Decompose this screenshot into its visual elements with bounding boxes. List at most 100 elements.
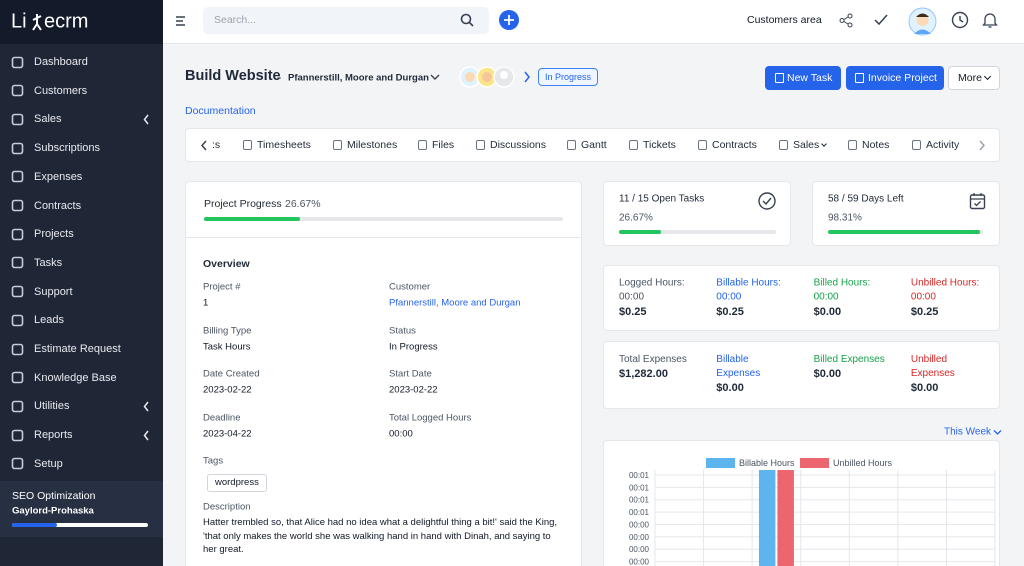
- y-tick-label: 00:00: [629, 545, 650, 554]
- members-arrow[interactable]: [523, 71, 531, 83]
- header-button[interactable]: Invoice Project: [846, 66, 944, 90]
- menu-toggle[interactable]: [175, 15, 187, 27]
- hours-time: 00:00: [619, 291, 645, 303]
- menu-item[interactable]: Setup: [34, 457, 63, 470]
- logo-icon: [32, 14, 42, 31]
- progress-bar-fill: [204, 217, 300, 221]
- tab[interactable]: Contracts: [712, 139, 757, 151]
- menu-icon[interactable]: [11, 256, 24, 269]
- y-tick-label: 00:00: [629, 558, 650, 566]
- progress-bar-track: [204, 217, 563, 221]
- tab[interactable]: Gantt: [581, 139, 607, 151]
- button-icon: [855, 73, 864, 83]
- menu-item[interactable]: Estimate Request: [34, 343, 121, 355]
- progress-label: Project Progress: [204, 198, 282, 210]
- menu-item[interactable]: Support: [34, 285, 73, 298]
- menu-item[interactable]: Expenses: [34, 170, 83, 183]
- menu-item[interactable]: Utilities: [34, 400, 70, 413]
- menu-item[interactable]: Tasks: [34, 256, 63, 269]
- timer-icon[interactable]: [951, 11, 969, 29]
- documentation-link[interactable]: Documentation: [185, 105, 256, 117]
- user-avatar[interactable]: [908, 7, 937, 36]
- tabs-scroll-left[interactable]: [200, 140, 208, 151]
- sidebar-logo-area: [0, 0, 163, 44]
- progress-percent: 26.67%: [285, 198, 321, 210]
- menu-icon[interactable]: [11, 170, 24, 183]
- notifications-icon[interactable]: [982, 11, 998, 29]
- menu-item[interactable]: Dashboard: [34, 56, 88, 68]
- menu-icon[interactable]: [11, 142, 24, 155]
- field-label: Start Date: [389, 368, 432, 380]
- menu-icon[interactable]: [11, 457, 24, 470]
- calendar-icon: [969, 193, 986, 210]
- menu-item[interactable]: Customers: [34, 84, 88, 97]
- period-selector[interactable]: This Week: [944, 426, 992, 438]
- menu-item[interactable]: Subscriptions: [34, 142, 101, 155]
- tab[interactable]: Discussions: [490, 139, 547, 151]
- hours-amount: $0.25: [910, 306, 939, 318]
- logo-text: ecrm: [44, 10, 89, 33]
- field-value: Task Hours: [203, 341, 251, 353]
- check-icon[interactable]: [874, 14, 888, 26]
- menu-icon[interactable]: [11, 371, 24, 384]
- header-button[interactable]: More: [948, 66, 1000, 90]
- tab[interactable]: Files: [432, 139, 455, 151]
- period-caret[interactable]: [993, 429, 1002, 436]
- stat-bar-track: [619, 230, 776, 234]
- field-value: 2023-02-22: [389, 384, 438, 396]
- menu-icon[interactable]: [11, 84, 24, 97]
- tab[interactable]: Activity: [926, 139, 960, 151]
- menu-icon[interactable]: [11, 343, 24, 356]
- menu-icon[interactable]: [11, 199, 24, 212]
- field-value[interactable]: Pfannerstill, Moore and Durgan: [389, 297, 521, 309]
- submenu-caret[interactable]: [143, 429, 150, 442]
- menu-item[interactable]: Projects: [34, 228, 74, 241]
- share-icon[interactable]: [839, 13, 854, 28]
- menu-item[interactable]: Knowledge Base: [34, 371, 117, 384]
- tab[interactable]: Timesheets: [257, 139, 311, 151]
- submenu-caret[interactable]: [143, 400, 150, 413]
- tab[interactable]: Milestones: [347, 139, 398, 151]
- button-icon: [775, 73, 784, 83]
- menu-icon[interactable]: [11, 228, 24, 241]
- tab[interactable]: Notes: [862, 139, 890, 151]
- menu-icon[interactable]: [11, 56, 24, 69]
- customers-area-link[interactable]: Customers area: [747, 14, 822, 26]
- pinned-project-name[interactable]: SEO Optimization: [12, 490, 96, 502]
- legend-swatch: [800, 458, 829, 468]
- y-tick-label: 00:01: [629, 483, 650, 492]
- hours-amount: $0.25: [619, 306, 647, 318]
- menu-item[interactable]: Contracts: [34, 199, 82, 212]
- sidebar-project-area: [0, 481, 163, 537]
- tasks-card: [603, 181, 791, 246]
- menu-icon[interactable]: [11, 113, 24, 126]
- menu-icon[interactable]: [11, 285, 24, 298]
- field-label: Total Logged Hours: [389, 412, 472, 424]
- tag: wordpress: [207, 474, 267, 492]
- hours-label: Logged Hours:: [619, 277, 685, 289]
- project-client[interactable]: Pfannerstill, Moore and Durgan: [288, 72, 429, 84]
- tab-icon: [779, 140, 788, 150]
- tab[interactable]: :s: [212, 139, 221, 151]
- search-box[interactable]: [203, 7, 489, 34]
- tabs-scroll-right[interactable]: [978, 140, 986, 151]
- quick-add-button[interactable]: [498, 9, 520, 31]
- legend-label: Billable Hours: [739, 458, 795, 468]
- menu-icon[interactable]: [11, 314, 24, 327]
- menu-icon[interactable]: [11, 429, 24, 442]
- hours-time: 00:00: [716, 291, 742, 303]
- search-placeholder[interactable]: Search...: [214, 14, 257, 26]
- tab[interactable]: Sales: [793, 139, 820, 151]
- tab[interactable]: Tickets: [643, 139, 676, 151]
- header-button[interactable]: New Task: [765, 66, 841, 90]
- menu-item[interactable]: Sales: [34, 113, 62, 126]
- field-value: 2023-02-22: [203, 384, 252, 396]
- field-label: Status: [389, 325, 416, 337]
- menu-item[interactable]: Leads: [34, 314, 64, 327]
- menu-item[interactable]: Reports: [34, 429, 73, 442]
- submenu-caret[interactable]: [143, 113, 150, 126]
- client-dropdown-caret[interactable]: [430, 73, 440, 81]
- search-icon[interactable]: [460, 13, 474, 27]
- project-members[interactable]: [459, 66, 517, 88]
- menu-icon[interactable]: [11, 400, 24, 413]
